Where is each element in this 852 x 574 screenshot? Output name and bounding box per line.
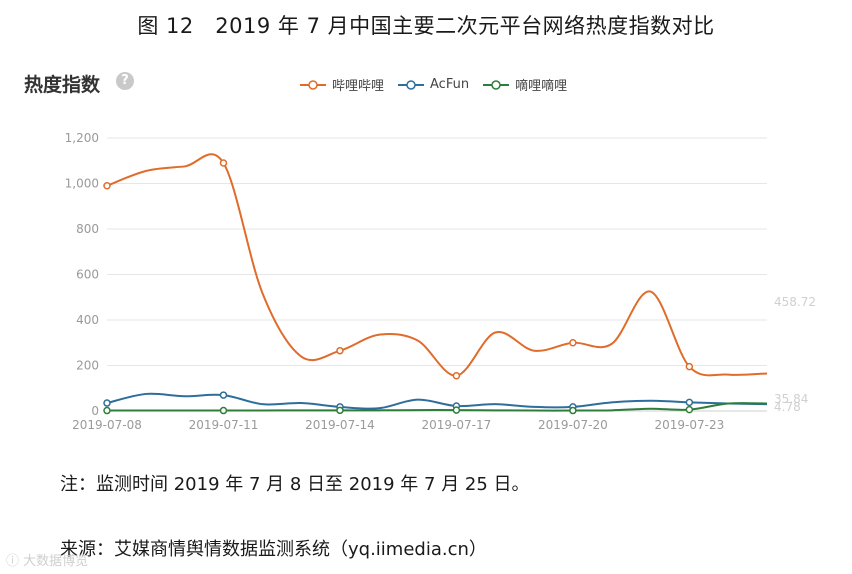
data-point: [103, 399, 111, 407]
x-tick-label: 2019-07-23: [654, 418, 724, 432]
chart-legend: 哔哩哔哩 AcFun 嘀哩嘀哩: [300, 75, 567, 94]
data-point: [103, 406, 111, 415]
figure-title: 图 12 2019 年 7 月中国主要二次元平台网络热度指数对比: [137, 14, 715, 38]
legend-label: 嘀哩嘀哩: [515, 79, 568, 94]
data-point: [569, 339, 577, 347]
data-point: [569, 406, 577, 415]
y-tick-label: 600: [76, 268, 99, 282]
x-tick-label: 2019-07-17: [422, 418, 492, 432]
legend-label: AcFun: [430, 77, 470, 92]
x-tick-label: 2019-07-11: [189, 418, 259, 432]
data-point: [452, 406, 461, 414]
legend-swatch: [300, 79, 326, 90]
x-tick-label: 2019-07-08: [72, 418, 142, 432]
data-point: [103, 182, 111, 190]
y-tick-label: 800: [76, 222, 99, 236]
watermark: ⓘ 大数据博览: [6, 554, 89, 569]
panel-title: 热度指数: [24, 74, 101, 96]
source-note: 来源：艾媒商情舆情数据监测系统（yq.iimedia.cn）: [60, 539, 487, 560]
data-point: [452, 371, 461, 380]
series-line: [107, 402, 768, 412]
data-point: [219, 391, 228, 399]
data-point: [336, 406, 344, 415]
legend-swatch: [398, 79, 425, 90]
question-mark-icon[interactable]: ?: [116, 72, 134, 90]
data-point: [336, 346, 344, 355]
data-point: [219, 406, 228, 415]
y-tick-label: 400: [76, 313, 99, 327]
series-line: [106, 392, 768, 410]
end-value-label: 35.84: [774, 392, 808, 406]
x-tick-label: 2019-07-14: [305, 418, 375, 432]
footnote: 注：监测时间 2019 年 7 月 8 日至 2019 年 7 月 25 日。: [60, 474, 530, 495]
y-tick-label: 1,200: [65, 131, 99, 145]
end-value-label: 4.78: [774, 400, 801, 414]
legend-item[interactable]: 哔哩哔哩: [300, 75, 384, 94]
data-point: [685, 405, 694, 414]
legend-label: 哔哩哔哩: [332, 79, 385, 94]
y-tick-label: 200: [76, 359, 99, 373]
legend-item[interactable]: 嘀哩嘀哩: [483, 75, 567, 94]
y-tick-label: 1,000: [65, 177, 99, 191]
data-point: [685, 362, 694, 371]
legend-swatch: [483, 79, 510, 90]
legend-item[interactable]: AcFun: [398, 75, 469, 94]
data-point: [219, 159, 228, 167]
data-point: [685, 398, 694, 407]
x-tick-label: 2019-07-20: [538, 418, 608, 432]
end-value-label: 458.72: [774, 295, 816, 309]
y-tick-label: 0: [91, 404, 99, 418]
series-line: [106, 153, 768, 377]
